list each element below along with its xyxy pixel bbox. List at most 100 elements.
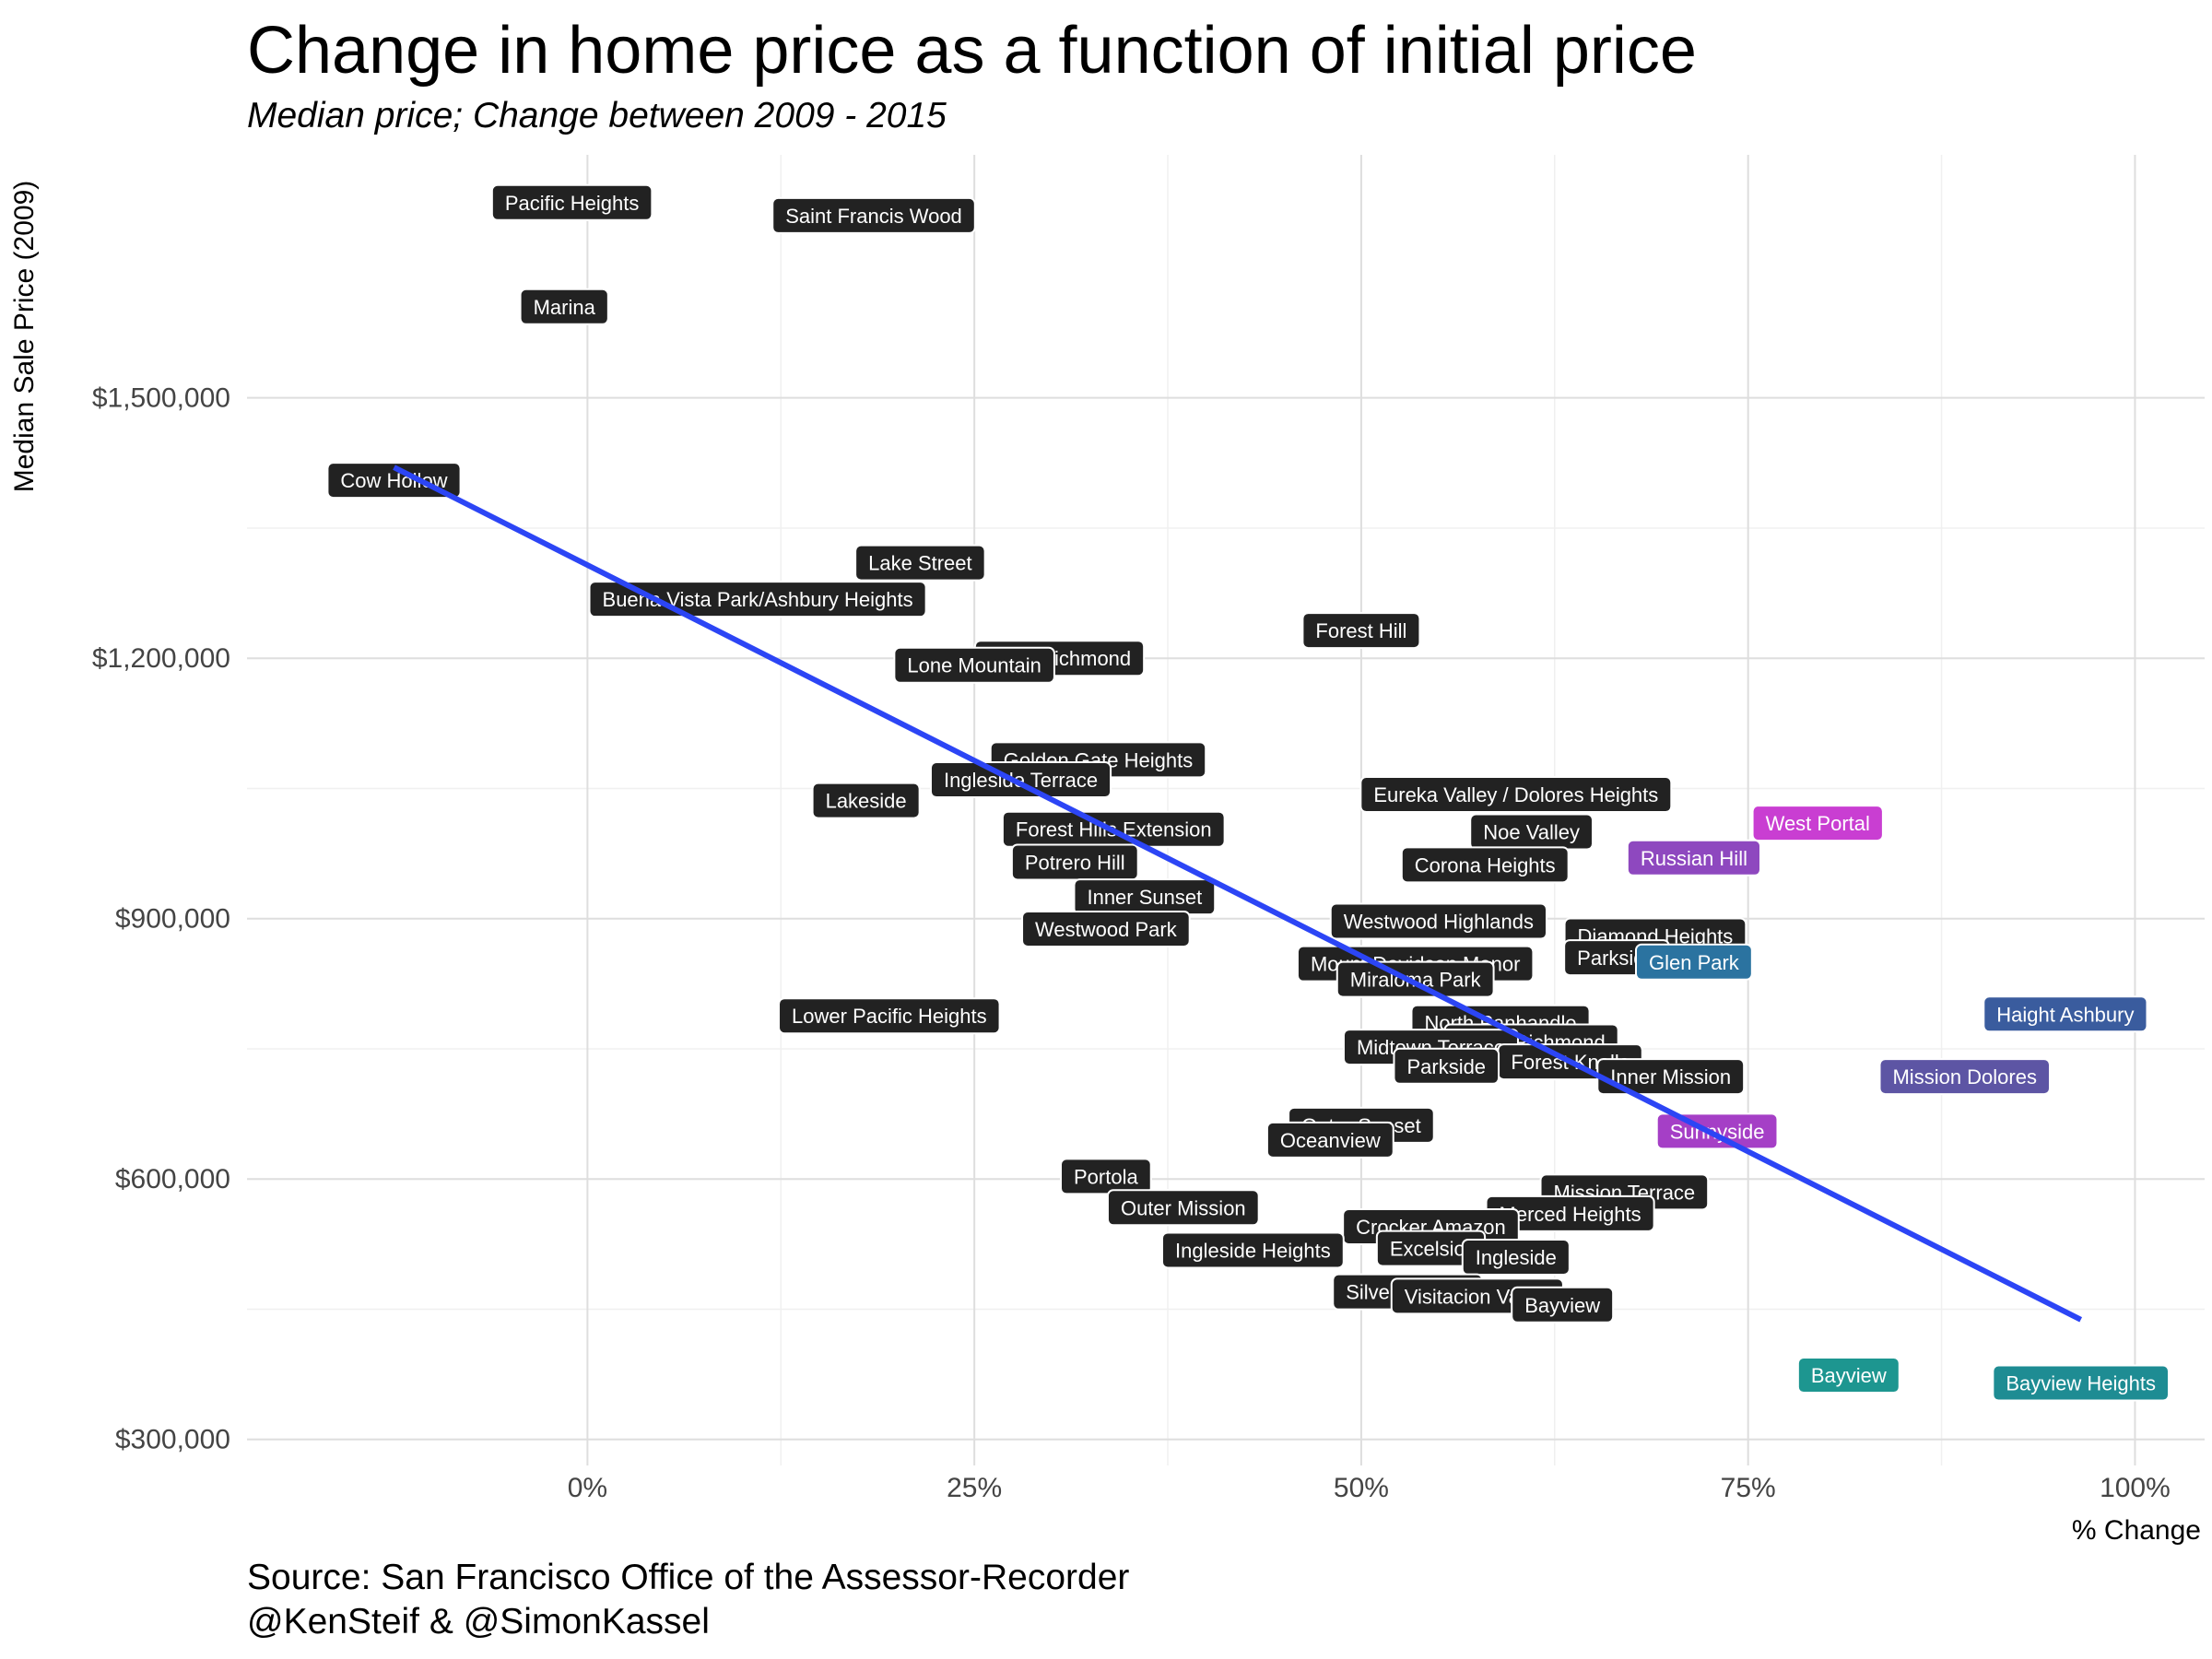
point-label: Potrero Hill [1010,843,1139,881]
point-label-box [1511,1286,1615,1324]
point-label-box [1751,805,1884,842]
point-label-box [1265,1121,1394,1159]
point-label-box [1461,1238,1571,1276]
point-label-text: Noe Valley [1483,821,1580,844]
point-label-text: Corona Heights [1415,853,1556,877]
point-label: Marina [519,288,609,325]
point-label-text: Forest Hill [1315,619,1406,642]
point-label-text: Bayview [1524,1294,1600,1317]
point-label: Oceanview [1265,1121,1394,1159]
point-label-box [1329,902,1548,940]
x-tick-label: 75% [1721,1473,1776,1503]
trend-line-layer [393,465,2083,1323]
point-label-text: Lone Mountain [907,654,1041,677]
point-label-text: Mission Dolores [1892,1065,2037,1088]
chart-subtitle: Median price; Change between 2009 - 2015 [247,96,947,135]
y-axis-label: Median Sale Price (2009) [9,181,40,493]
point-label: Miraloma Park [1335,960,1495,998]
point-label-box [1796,1357,1900,1394]
point-label-text: Eureka Valley / Dolores Heights [1373,783,1658,806]
point-label: Mission Dolores [1878,1058,2051,1096]
point-label-box [1301,612,1421,650]
point-label-text: Miraloma Park [1350,969,1482,992]
axis-ticks: 0% 25% 50% 75% 100% $300,000 $600,000 $900,000 $… [92,383,2171,1503]
trend-line [393,465,2083,1323]
credit-note: @KenSteif & @SimonKassel [247,1602,710,1641]
y-tick-label: $300,000 [115,1425,230,1455]
y-tick-label: $1,500,000 [92,383,230,414]
point-label: Glen Park [1634,943,1753,981]
point-label-box [1335,960,1495,998]
point-label-text: Lower Pacific Heights [792,1005,987,1028]
point-label-text: Russian Hill [1641,847,1747,870]
point-label: Lakeside [811,782,921,819]
y-tick-label: $600,000 [115,1164,230,1194]
y-tick-label: $900,000 [115,904,230,935]
point-label-box [854,544,986,582]
point-label-text: Ingleside Heights [1175,1239,1331,1262]
point-label-box [490,183,653,221]
point-label-box [1106,1189,1260,1227]
point-label-text: Outer Mission [1121,1196,1246,1219]
point-label-text: Westwood Park [1035,918,1178,941]
point-label-text: Bayview Heights [2006,1372,2156,1395]
x-tick-label: 0% [568,1473,607,1503]
data-points: Pacific Heights Saint Francis Wood Marina C… [326,183,2170,1402]
point-label-box [1393,1047,1500,1085]
point-label-box [929,761,1112,799]
point-label: Excelsior [1375,1230,1487,1267]
point-label: Russian Hill [1626,839,1761,877]
point-label-text: Pacific Heights [505,192,640,215]
chart-title: Change in home price as a function of in… [247,14,1697,88]
point-label-box [1021,911,1191,948]
point-label: Portola [1060,1158,1152,1195]
point-label-text: Glen Park [1649,951,1740,974]
point-label: Ingleside Heights [1160,1231,1345,1269]
point-label-text: Ingleside Terrace [944,769,1098,792]
point-label-text: Merced Heights [1500,1203,1641,1226]
point-label-text: Lakeside [826,790,907,813]
point-label: Parkside [1393,1047,1500,1085]
point-label-box [771,196,976,234]
point-label-text: Oceanview [1280,1129,1381,1152]
point-label-text: Potrero Hill [1025,852,1125,875]
point-label-text: Lake Street [868,552,972,575]
point-label-text: Buena Vista Park/Ashbury Heights [603,588,913,611]
point-label-box [1626,839,1761,877]
point-label-box [1634,943,1753,981]
grid-lines [247,155,2205,1465]
point-label: Pacific Heights [490,183,653,221]
point-label: West Portal [1751,805,1884,842]
point-label-text: Portola [1074,1165,1138,1188]
x-tick-label: 100% [2100,1473,2171,1503]
point-label-box [519,288,609,325]
point-label-text: Inner Sunset [1087,886,1202,909]
point-label-text: Ingleside [1476,1246,1557,1269]
point-label-box [1160,1231,1345,1269]
point-label-box [1359,776,1673,814]
point-label: Bayview Heights [1992,1364,2170,1402]
point-label-box [893,646,1055,684]
point-label-box [326,462,462,500]
point-label: Westwood Highlands [1329,902,1548,940]
point-label: Buena Vista Park/Ashbury Heights [588,581,927,618]
point-label: Outer Mission [1106,1189,1260,1227]
point-label: Corona Heights [1400,846,1570,884]
point-label-box [811,782,921,819]
point-label-text: Marina [534,296,596,319]
point-label: Bayview [1796,1357,1900,1394]
point-label: Haight Ashbury [1983,995,2148,1033]
point-label-box [1010,843,1139,881]
point-label-text: Excelsior [1390,1238,1472,1261]
point-label-text: Westwood Highlands [1344,911,1534,934]
point-label-text: Inner Mission [1610,1065,1731,1088]
point-label-box [1400,846,1570,884]
point-label: Ingleside [1461,1238,1571,1276]
point-label: Lake Street [854,544,986,582]
point-label-box [1878,1058,2051,1096]
x-tick-label: 50% [1334,1473,1389,1503]
point-label: Lower Pacific Heights [778,997,1001,1035]
source-note: Source: San Francisco Office of the Asse… [247,1558,1130,1597]
x-axis-label: % Change [2072,1515,2201,1546]
